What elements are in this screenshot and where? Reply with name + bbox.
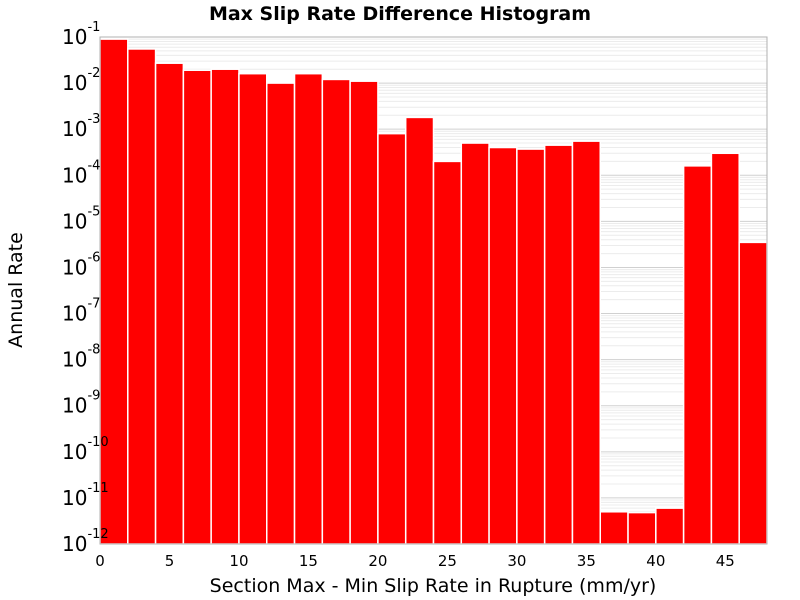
y-tick-label: 10-12 <box>62 527 109 556</box>
y-tick-label: 10-9 <box>62 389 100 418</box>
histogram-bar <box>210 68 240 545</box>
y-tick-label: 10-2 <box>62 66 100 95</box>
y-tick-label: 10-5 <box>62 204 100 233</box>
x-tick-label: 45 <box>716 552 735 570</box>
histogram-bar <box>266 82 296 545</box>
histogram-bar <box>349 80 379 545</box>
histogram-bar <box>543 144 574 545</box>
histogram-bar <box>99 38 129 545</box>
plot-frame <box>99 36 768 545</box>
y-tick-label: 10-11 <box>62 481 109 510</box>
x-axis-label: Section Max - Min Slip Rate in Rupture (… <box>210 575 657 597</box>
histogram-bar <box>516 148 546 545</box>
histogram-bar <box>182 69 212 545</box>
x-tick-label: 10 <box>229 552 248 570</box>
histogram-bar <box>377 132 407 545</box>
x-axis-ticks: 0 5 10 15 20 25 30 35 40 45 <box>95 552 735 570</box>
histogram-bar <box>571 140 601 545</box>
histogram-bar <box>432 160 463 545</box>
histogram-bar <box>154 62 185 545</box>
x-tick-label: 5 <box>165 552 175 570</box>
histogram-bar <box>460 142 490 545</box>
x-tick-label: 25 <box>438 552 457 570</box>
histogram-bar <box>682 165 713 545</box>
y-tick-label: 10-10 <box>62 435 109 464</box>
y-tick-label: 10-1 <box>62 20 100 49</box>
histogram-bar <box>127 48 157 545</box>
histogram-bar <box>321 78 351 545</box>
x-tick-label: 30 <box>507 552 526 570</box>
histogram-bar <box>627 511 657 545</box>
x-tick-label: 20 <box>368 552 387 570</box>
histogram-bar <box>655 507 685 545</box>
y-tick-label: 10-8 <box>62 343 100 372</box>
x-tick-label: 40 <box>646 552 665 570</box>
y-tick-label: 10-3 <box>62 112 100 141</box>
histogram-bar <box>710 152 740 545</box>
y-tick-label: 10-7 <box>62 297 100 326</box>
histogram-bar <box>238 72 268 545</box>
histogram-bar <box>404 116 435 545</box>
histogram-bar <box>488 146 518 545</box>
x-tick-label: 0 <box>95 552 105 570</box>
histogram-bar <box>293 72 324 545</box>
histogram-bar <box>599 511 629 545</box>
x-tick-label: 35 <box>577 552 596 570</box>
y-axis-label: Annual Rate <box>5 232 27 348</box>
y-tick-label: 10-4 <box>62 158 100 187</box>
y-tick-label: 10-6 <box>62 250 100 279</box>
histogram-bar <box>738 241 768 545</box>
x-tick-label: 15 <box>299 552 318 570</box>
y-axis-ticks: 10-1 10-2 10-3 10-4 10-5 10-6 10-7 10-8 10-9 10-1… <box>62 20 109 556</box>
chart-title: Max Slip Rate Difference Histogram <box>209 3 591 25</box>
